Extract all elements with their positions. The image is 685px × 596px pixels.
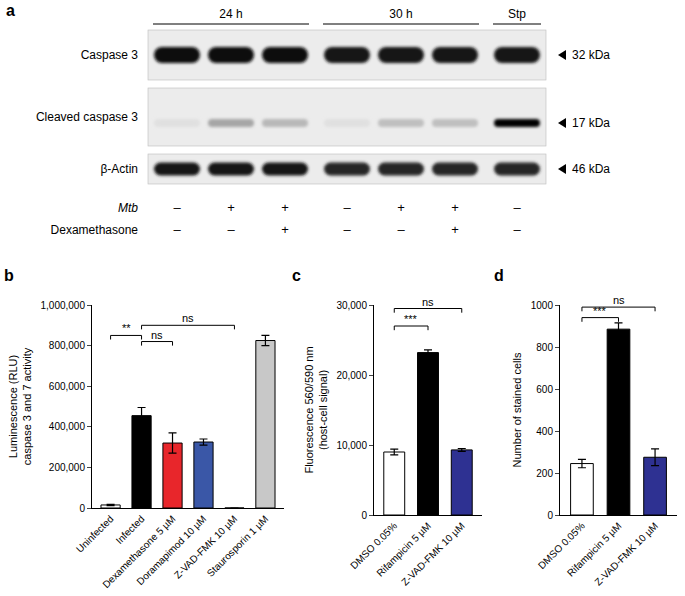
svg-text:400,000: 400,000 [49, 421, 86, 432]
svg-text:30 h: 30 h [389, 7, 412, 21]
svg-text:+: + [227, 200, 235, 215]
html-text:c: c [292, 267, 301, 284]
svg-text:ns: ns [613, 294, 625, 306]
svg-text:800,000: 800,000 [49, 340, 86, 351]
html-text:d: d [494, 267, 504, 284]
svg-text:10,000: 10,000 [336, 440, 367, 451]
svg-text:20,000: 20,000 [336, 370, 367, 381]
svg-text:200: 200 [536, 468, 553, 479]
svg-text:0: 0 [361, 510, 367, 521]
svg-text:1,000,000: 1,000,000 [41, 300, 86, 311]
svg-text:–: – [397, 222, 405, 237]
svg-text:Doramapimod 10 µM: Doramapimod 10 µM [134, 513, 208, 587]
svg-text:Z-VAD-FMK 10 µM: Z-VAD-FMK 10 µM [593, 520, 661, 588]
svg-text:600,000: 600,000 [49, 381, 86, 392]
svg-text:30,000: 30,000 [336, 300, 367, 311]
svg-text:Fluorescence 560/590 nm(host-c: Fluorescence 560/590 nm(host-cell signal… [303, 346, 329, 473]
svg-text:Dexamethasone: Dexamethasone [51, 223, 139, 237]
svg-text:Mtb: Mtb [118, 201, 138, 215]
svg-text:Caspase 3: Caspase 3 [81, 48, 139, 62]
svg-text:24 h: 24 h [219, 7, 242, 21]
svg-text:DMSO 0.05%: DMSO 0.05% [536, 520, 587, 571]
svg-text:–: – [343, 200, 351, 215]
svg-text:a: a [6, 2, 15, 19]
svg-text:Number of stained cells: Number of stained cells [511, 352, 523, 467]
svg-text:0: 0 [547, 510, 553, 521]
svg-text:Staurosporin 1 µM: Staurosporin 1 µM [205, 513, 271, 579]
svg-text:–: – [513, 200, 521, 215]
svg-text:+: + [451, 200, 459, 215]
svg-text:DMSO 0.05%: DMSO 0.05% [348, 520, 399, 571]
svg-text:Infected: Infected [114, 513, 147, 546]
svg-text:–: – [513, 222, 521, 237]
svg-text:400: 400 [536, 426, 553, 437]
svg-text:+: + [451, 222, 459, 237]
svg-text:17 kDa: 17 kDa [572, 116, 610, 130]
svg-text:Dexamethasone 5 µM: Dexamethasone 5 µM [100, 513, 177, 590]
svg-text:***: *** [593, 305, 607, 317]
svg-text:0: 0 [79, 503, 85, 514]
svg-text:600: 600 [536, 384, 553, 395]
svg-text:+: + [281, 222, 289, 237]
svg-text:32 kDa: 32 kDa [572, 48, 610, 62]
svg-text:***: *** [404, 313, 418, 325]
svg-text:–: – [227, 222, 235, 237]
svg-text:46 kDa: 46 kDa [572, 162, 610, 176]
svg-text:Rifampicin 5 µM: Rifampicin 5 µM [374, 520, 433, 579]
svg-text:Cleaved caspase 3: Cleaved caspase 3 [36, 110, 138, 124]
svg-text:ns: ns [151, 329, 163, 341]
svg-text:ns: ns [182, 312, 194, 324]
svg-text:+: + [397, 200, 405, 215]
svg-text:Luminescence (RLU)caspase 3 an: Luminescence (RLU)caspase 3 and 7 activi… [7, 347, 33, 465]
html-text:b: b [4, 267, 14, 284]
svg-text:–: – [343, 222, 351, 237]
svg-text:Stp: Stp [508, 7, 526, 21]
svg-text:1000: 1000 [531, 300, 554, 311]
svg-text:200,000: 200,000 [49, 462, 86, 473]
svg-text:Uninfected: Uninfected [74, 513, 116, 555]
svg-text:–: – [173, 200, 181, 215]
svg-text:Z-VAD-FMK 10 µM: Z-VAD-FMK 10 µM [399, 520, 467, 588]
svg-text:Rifampicin 5 µM: Rifampicin 5 µM [565, 520, 624, 579]
svg-text:–: – [173, 222, 181, 237]
svg-text:**: ** [122, 322, 131, 334]
svg-text:Z-VAD-FMK 10 µM: Z-VAD-FMK 10 µM [172, 513, 240, 581]
svg-text:800: 800 [536, 342, 553, 353]
svg-text:+: + [281, 200, 289, 215]
svg-text:ns: ns [422, 296, 434, 308]
svg-text:β-Actin: β-Actin [100, 162, 138, 176]
